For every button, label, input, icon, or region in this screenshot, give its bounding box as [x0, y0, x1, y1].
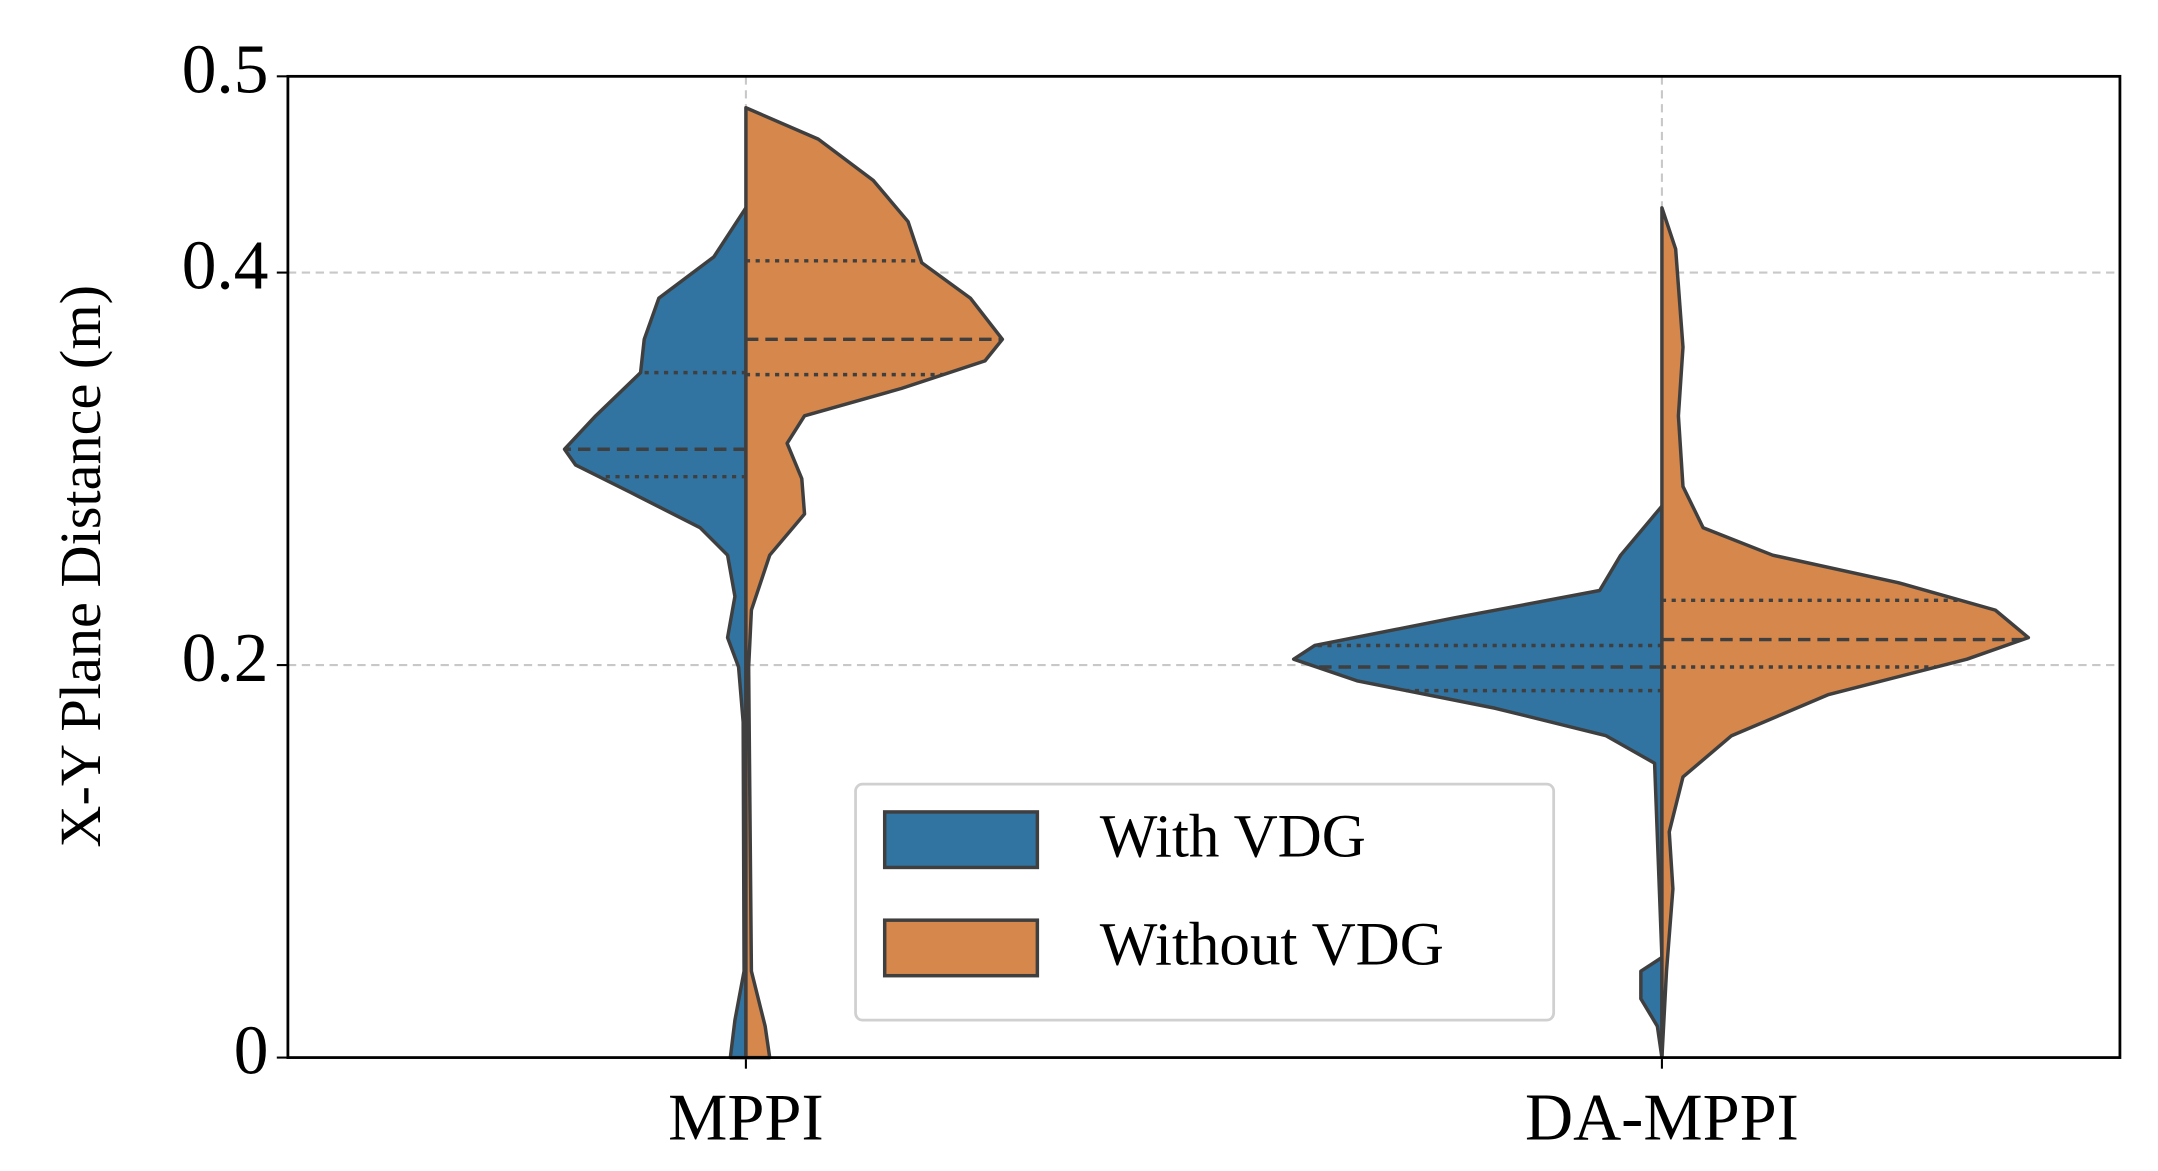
x-tick-label: MPPI	[668, 1081, 824, 1154]
legend: With VDG Without VDG	[854, 782, 1556, 1022]
violin-half	[1660, 206, 2031, 1060]
legend-swatch	[882, 918, 1040, 978]
y-tick-label: 0.4	[182, 228, 269, 305]
plot-frame	[286, 74, 2122, 1059]
y-tick-label: 0	[234, 1013, 269, 1090]
y-axis-label: X-Y Plane Distance (m)	[48, 285, 113, 848]
legend-label: With VDG	[1100, 803, 1366, 870]
legend-label: Without VDG	[1100, 912, 1444, 979]
y-tick-label: 0.2	[182, 620, 269, 697]
x-tick-label: DA-MPPI	[1525, 1081, 1799, 1154]
violin-half	[562, 206, 748, 1060]
y-tick-label: 0.5	[182, 31, 269, 108]
violin-half	[744, 105, 1005, 1060]
legend-swatch	[882, 810, 1040, 870]
